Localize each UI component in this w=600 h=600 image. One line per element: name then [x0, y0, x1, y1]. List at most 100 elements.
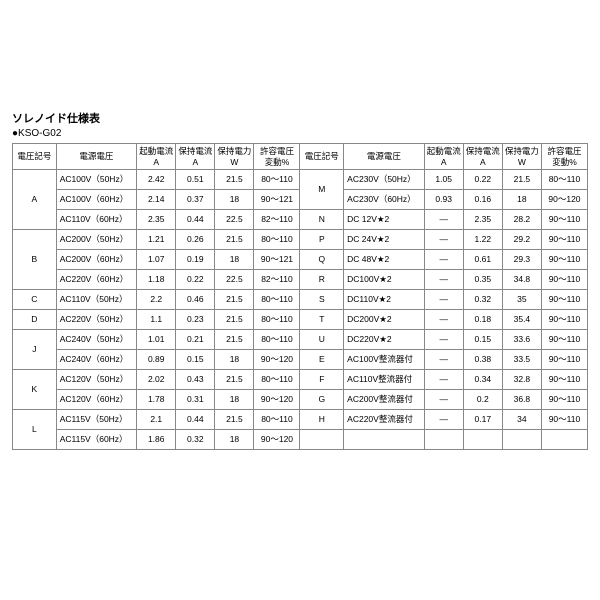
- var-cell: 90～120: [254, 430, 300, 450]
- code-cell: F: [300, 370, 344, 390]
- table-row: AC120V（60Hz）1.780.311890～120GAC200V整流器付—…: [13, 390, 588, 410]
- table-row: LAC115V（50Hz）2.10.4421.580～110HAC220V整流器…: [13, 410, 588, 430]
- table-row: AC220V（60Hz）1.180.2222.582～110RDC100V★2—…: [13, 270, 588, 290]
- hold-cell: 0.35: [463, 270, 502, 290]
- table-row: AC240V（60Hz）0.890.151890～120EAC100V整流器付—…: [13, 350, 588, 370]
- hold-cell: 0.22: [176, 270, 215, 290]
- code-cell: J: [13, 330, 57, 370]
- table-subtitle: ●KSO-G02: [12, 128, 588, 139]
- var-cell: 80～110: [254, 310, 300, 330]
- hdr-start-r: 起動電流A: [424, 144, 463, 170]
- watt-cell: 35.4: [502, 310, 541, 330]
- hdr-code-r: 電圧記号: [300, 144, 344, 170]
- hold-cell: 2.35: [463, 210, 502, 230]
- start-cell: —: [424, 310, 463, 330]
- supply-cell: AC110V（50Hz）: [56, 290, 137, 310]
- start-cell: —: [424, 270, 463, 290]
- var-cell: 80～110: [254, 410, 300, 430]
- hold-cell: 0.17: [463, 410, 502, 430]
- var-cell: 90～120: [254, 350, 300, 370]
- watt-cell: 21.5: [215, 170, 254, 190]
- var-cell: 90～120: [254, 390, 300, 410]
- var-cell: 80～110: [541, 170, 587, 190]
- hold-cell: 0.15: [176, 350, 215, 370]
- table-row: AC110V（60Hz）2.350.4422.582～110NDC 12V★2—…: [13, 210, 588, 230]
- watt-cell: 32.8: [502, 370, 541, 390]
- hold-cell: 0.32: [463, 290, 502, 310]
- code-cell: A: [13, 170, 57, 230]
- spec-table: 電圧記号 電源電圧 起動電流A 保持電流A 保持電力W 許容電圧変動% 電圧記号…: [12, 143, 588, 450]
- start-cell: —: [424, 210, 463, 230]
- code-cell: G: [300, 390, 344, 410]
- watt-cell: 22.5: [215, 270, 254, 290]
- start-cell: 0.89: [137, 350, 176, 370]
- var-cell: 80～110: [254, 170, 300, 190]
- supply-cell: AC120V（50Hz）: [56, 370, 137, 390]
- watt-cell: 18: [215, 430, 254, 450]
- supply-cell: DC 24V★2: [344, 230, 425, 250]
- hold-cell: 0.21: [176, 330, 215, 350]
- supply-cell: DC 12V★2: [344, 210, 425, 230]
- supply-cell: AC200V整流器付: [344, 390, 425, 410]
- start-cell: —: [424, 410, 463, 430]
- var-cell: 82～110: [254, 210, 300, 230]
- hold-cell: 0.15: [463, 330, 502, 350]
- hold-cell: 0.26: [176, 230, 215, 250]
- code-cell: L: [13, 410, 57, 450]
- supply-cell: AC115V（60Hz）: [56, 430, 137, 450]
- watt-cell: 18: [215, 190, 254, 210]
- supply-cell: AC100V整流器付: [344, 350, 425, 370]
- hold-cell: 0.37: [176, 190, 215, 210]
- hold-cell: 0.23: [176, 310, 215, 330]
- code-cell: N: [300, 210, 344, 230]
- supply-cell: AC220V（60Hz）: [56, 270, 137, 290]
- table-row: KAC120V（50Hz）2.020.4321.580～110FAC110V整流…: [13, 370, 588, 390]
- code-cell: T: [300, 310, 344, 330]
- supply-cell: AC220V（50Hz）: [56, 310, 137, 330]
- hold-cell: 1.22: [463, 230, 502, 250]
- code-cell: U: [300, 330, 344, 350]
- var-cell: 80～110: [254, 290, 300, 310]
- start-cell: 2.2: [137, 290, 176, 310]
- var-cell: 90～110: [541, 370, 587, 390]
- watt-cell: 28.2: [502, 210, 541, 230]
- start-cell: 2.02: [137, 370, 176, 390]
- hdr-hold-a-r: 保持電流A: [463, 144, 502, 170]
- supply-cell: AC120V（60Hz）: [56, 390, 137, 410]
- supply-cell: DC110V★2: [344, 290, 425, 310]
- var-cell: 80～110: [254, 330, 300, 350]
- watt-cell: 34.8: [502, 270, 541, 290]
- code-cell: S: [300, 290, 344, 310]
- supply-cell: AC115V（50Hz）: [56, 410, 137, 430]
- hold-cell: 0.44: [176, 210, 215, 230]
- hdr-supply-r: 電源電圧: [344, 144, 425, 170]
- code-cell: K: [13, 370, 57, 410]
- table-row: JAC240V（50Hz）1.010.2121.580～110UDC220V★2…: [13, 330, 588, 350]
- start-cell: 0.93: [424, 190, 463, 210]
- var-cell: 90～110: [541, 290, 587, 310]
- supply-cell: AC110V（60Hz）: [56, 210, 137, 230]
- supply-cell: AC240V（60Hz）: [56, 350, 137, 370]
- hdr-var: 許容電圧変動%: [254, 144, 300, 170]
- table-row: AC115V（60Hz）1.860.321890～120: [13, 430, 588, 450]
- code-cell: C: [13, 290, 57, 310]
- table-row: AC200V（60Hz）1.070.191890～121QDC 48V★2—0.…: [13, 250, 588, 270]
- var-cell: 90～110: [541, 210, 587, 230]
- var-cell: 90～110: [541, 310, 587, 330]
- hold-cell: 0.19: [176, 250, 215, 270]
- start-cell: 1.21: [137, 230, 176, 250]
- watt-cell: 33.6: [502, 330, 541, 350]
- watt-cell: 21.5: [215, 290, 254, 310]
- hold-cell: 0.2: [463, 390, 502, 410]
- var-cell: 90～110: [541, 250, 587, 270]
- hdr-code: 電圧記号: [13, 144, 57, 170]
- var-cell: 90～121: [254, 190, 300, 210]
- start-cell: —: [424, 350, 463, 370]
- start-cell: 2.35: [137, 210, 176, 230]
- code-cell: M: [300, 170, 344, 210]
- supply-cell: AC230V（60Hz）: [344, 190, 425, 210]
- start-cell: 1.1: [137, 310, 176, 330]
- hold-cell: 0.46: [176, 290, 215, 310]
- hold-cell: 0.18: [463, 310, 502, 330]
- start-cell: 1.18: [137, 270, 176, 290]
